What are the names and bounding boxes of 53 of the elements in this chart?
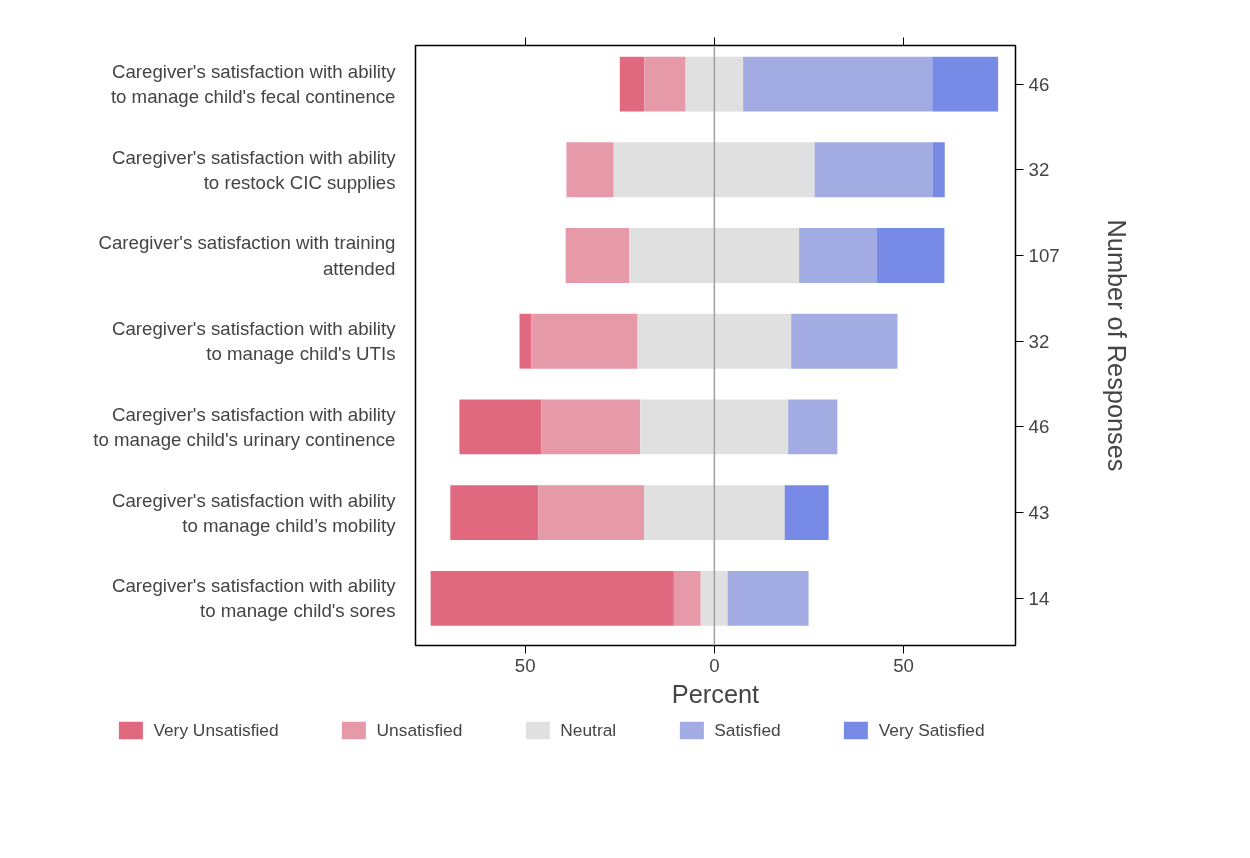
legend-label: Very Satisfied — [878, 719, 985, 741]
y2-tick-label: 43 — [1028, 502, 1050, 524]
bar — [566, 142, 614, 198]
y2-tick-label: 46 — [1028, 73, 1050, 95]
bar — [640, 399, 789, 455]
y-tick-label: Caregiver's satisfaction with ability to manage child's UTIs — [111, 318, 397, 365]
x-tick-label: 50 — [514, 654, 536, 676]
bar — [430, 570, 674, 626]
y2-tick-label: 32 — [1028, 159, 1050, 181]
x-tick-label: 50 — [893, 654, 914, 676]
bar — [531, 313, 638, 369]
y2-tick-label: 107 — [1028, 245, 1060, 266]
y-tick-label: Caregiver's satisfaction with ability to restock CIC supplies — [111, 146, 397, 193]
bar — [459, 399, 542, 455]
y2-tick-label: 46 — [1028, 416, 1050, 438]
y2-tick-label: 32 — [1028, 330, 1050, 352]
y-tick-label: Caregiver's satisfaction with ability to manage child’s mobility — [111, 489, 397, 536]
y-tick-label: Caregiver's satisfaction with training attended — [98, 232, 396, 279]
bar — [541, 399, 641, 455]
y2-tick-label: 14 — [1028, 587, 1050, 609]
legend-label: Unsatisfied — [376, 719, 463, 741]
legend-label: Satisfied — [714, 719, 781, 741]
bar — [613, 142, 815, 198]
y-tick-label: Caregiver's satisfaction with ability to manage child's urinary continence — [93, 403, 397, 451]
bar — [644, 56, 686, 112]
bar — [450, 485, 539, 541]
bar — [565, 228, 630, 283]
y-tick-label: Caregiver's satisfaction with ability to manage child's sores — [111, 575, 397, 622]
x-tick-label: 0 — [709, 654, 720, 676]
bar — [788, 399, 838, 455]
bar — [629, 228, 800, 283]
bar — [799, 228, 878, 283]
bar — [784, 485, 829, 541]
bar — [685, 56, 744, 112]
y-tick-label: Caregiver's satisfaction with ability to manage child's fecal continence — [110, 60, 397, 108]
bar — [637, 313, 792, 369]
bar — [700, 570, 728, 626]
bar — [933, 142, 945, 198]
legend-label: Very Unsatisfied — [153, 719, 279, 741]
bar — [538, 485, 644, 541]
x-axis-title: Percent — [671, 679, 760, 708]
bar — [519, 313, 532, 369]
bar — [743, 56, 933, 112]
bar — [727, 570, 809, 626]
bar — [877, 228, 945, 283]
bar — [814, 142, 934, 198]
y2-axis-title: Number of Responses — [1102, 219, 1131, 472]
bar — [791, 313, 898, 369]
bar — [673, 570, 701, 626]
bar — [932, 56, 999, 112]
legend-label: Neutral — [560, 719, 617, 741]
bar — [619, 56, 645, 112]
bar — [644, 485, 785, 541]
